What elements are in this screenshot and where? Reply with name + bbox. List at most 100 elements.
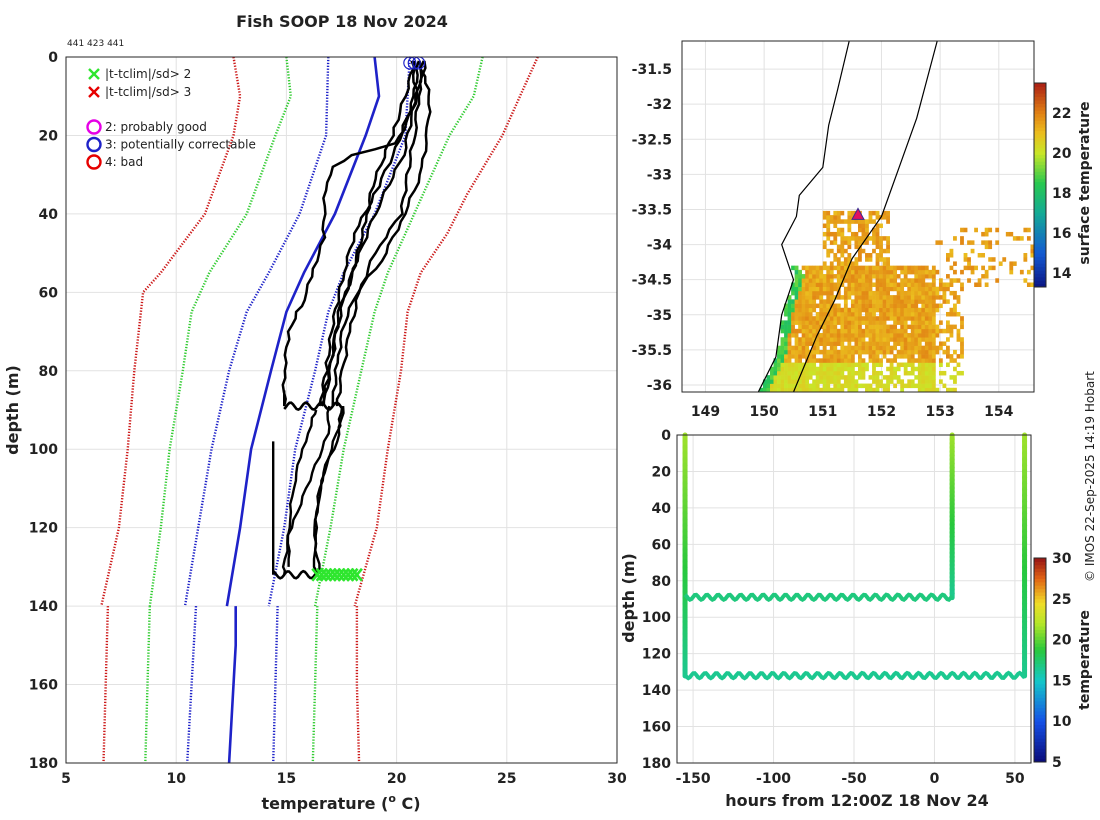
sst-pixel [903, 307, 908, 313]
sst-pixel [882, 303, 887, 309]
sst-pixel [861, 337, 866, 342]
sst-pixel [826, 282, 831, 287]
sst-pixel [879, 269, 883, 275]
sst-pixel [886, 257, 890, 262]
sst-pixel [858, 295, 862, 300]
sst-pixel [903, 341, 908, 346]
sst-pixel [921, 354, 926, 359]
sst-pixel [872, 341, 876, 346]
sst-pixel [822, 349, 827, 355]
sst-pixel [914, 366, 919, 372]
sst-pixel [787, 337, 792, 342]
sst-pixel [791, 320, 795, 325]
sst-pixel [854, 240, 859, 245]
sst-pixel [858, 227, 862, 233]
sst-pixel [903, 366, 908, 372]
sst-pixel [819, 370, 824, 376]
sst-pixel [903, 311, 908, 317]
sst-pixel [953, 379, 957, 384]
sst-pixel [865, 257, 869, 262]
sst-pixel [858, 303, 862, 309]
sst-pixel [879, 383, 883, 389]
sst-pixel [921, 358, 926, 363]
sst-pixel [872, 231, 876, 237]
sst-pixel [801, 282, 806, 287]
sst-pixel [931, 383, 936, 389]
sst-pixel [798, 337, 802, 342]
sst-pixel [847, 324, 852, 330]
sst-pixel [854, 265, 859, 271]
sst-pixel [879, 240, 883, 245]
sst-pixel [815, 286, 820, 292]
sst-pixel [801, 311, 806, 317]
sst-pixel [805, 387, 810, 393]
map-colorbar-cell [1034, 185, 1046, 189]
sst-pixel [822, 265, 827, 271]
ts-colorbar-cell [1034, 741, 1046, 746]
sst-pixel [921, 274, 926, 279]
sst-pixel [798, 286, 802, 292]
sst-pixel [847, 278, 852, 283]
sst-pixel [854, 311, 859, 317]
ts-colorbar-cell [1034, 626, 1046, 630]
sst-pixel [868, 253, 873, 258]
sst-pixel [956, 311, 961, 317]
sst-pixel [942, 341, 947, 346]
sst-pixel [924, 282, 929, 287]
sst-pixel [910, 282, 915, 287]
sst-pixel [924, 333, 929, 338]
sst-pixel [833, 387, 838, 393]
sst-pixel [829, 265, 834, 271]
sst-pixel [840, 383, 845, 389]
sst-pixel [770, 387, 774, 393]
sst-pixel [780, 379, 785, 384]
sst-pixel [960, 240, 964, 245]
sst-pixel [924, 320, 929, 325]
sst-pixel [843, 337, 848, 342]
sst-pixel [822, 240, 827, 245]
sst-pixel [946, 328, 950, 334]
ts-colorbar-cell [1034, 649, 1046, 654]
sst-pixel [907, 349, 912, 355]
sst-pixel [843, 307, 848, 313]
profile-ytick-label: 160 [29, 678, 58, 694]
sst-pixel [798, 320, 802, 325]
sst-pixel [865, 290, 869, 296]
sst-pixel [815, 278, 820, 283]
sst-pixel [882, 324, 887, 330]
clim-red-right-deep [355, 606, 361, 764]
sst-pixel [808, 295, 813, 300]
sst-pixel [865, 265, 869, 271]
sst-pixel [843, 316, 848, 321]
sst-pixel [854, 286, 859, 292]
sst-pixel [840, 253, 845, 258]
sst-pixel [907, 383, 912, 389]
sst-pixel [879, 236, 883, 241]
sst-pixel [914, 316, 919, 321]
sst-pixel [879, 320, 883, 325]
ts-ytick-label: 160 [642, 720, 671, 736]
sst-pixel [826, 320, 831, 325]
sst-pixel [812, 349, 817, 355]
sst-pixel [921, 328, 926, 334]
sst-pixel [893, 324, 898, 330]
sst-pixel [794, 362, 799, 368]
sst-pixel [784, 379, 788, 384]
sst-pixel [1009, 261, 1014, 266]
sst-pixel [924, 354, 929, 359]
sst-pixel [917, 358, 922, 363]
sst-pixel [780, 375, 785, 380]
sst-pixel [935, 269, 940, 275]
sst-pixel [854, 269, 859, 275]
sst-pixel [921, 349, 926, 355]
sst-pixel [840, 261, 845, 266]
sst-pixel [879, 223, 883, 229]
sst-pixel [938, 370, 943, 376]
sst-pixel [858, 299, 862, 304]
sst-pixel [921, 345, 926, 351]
map-colorbar-cell [1034, 120, 1046, 125]
sst-pixel [833, 379, 838, 384]
sst-pixel [787, 362, 792, 368]
sst-pixel [917, 278, 922, 283]
sst-pixel [836, 278, 841, 283]
